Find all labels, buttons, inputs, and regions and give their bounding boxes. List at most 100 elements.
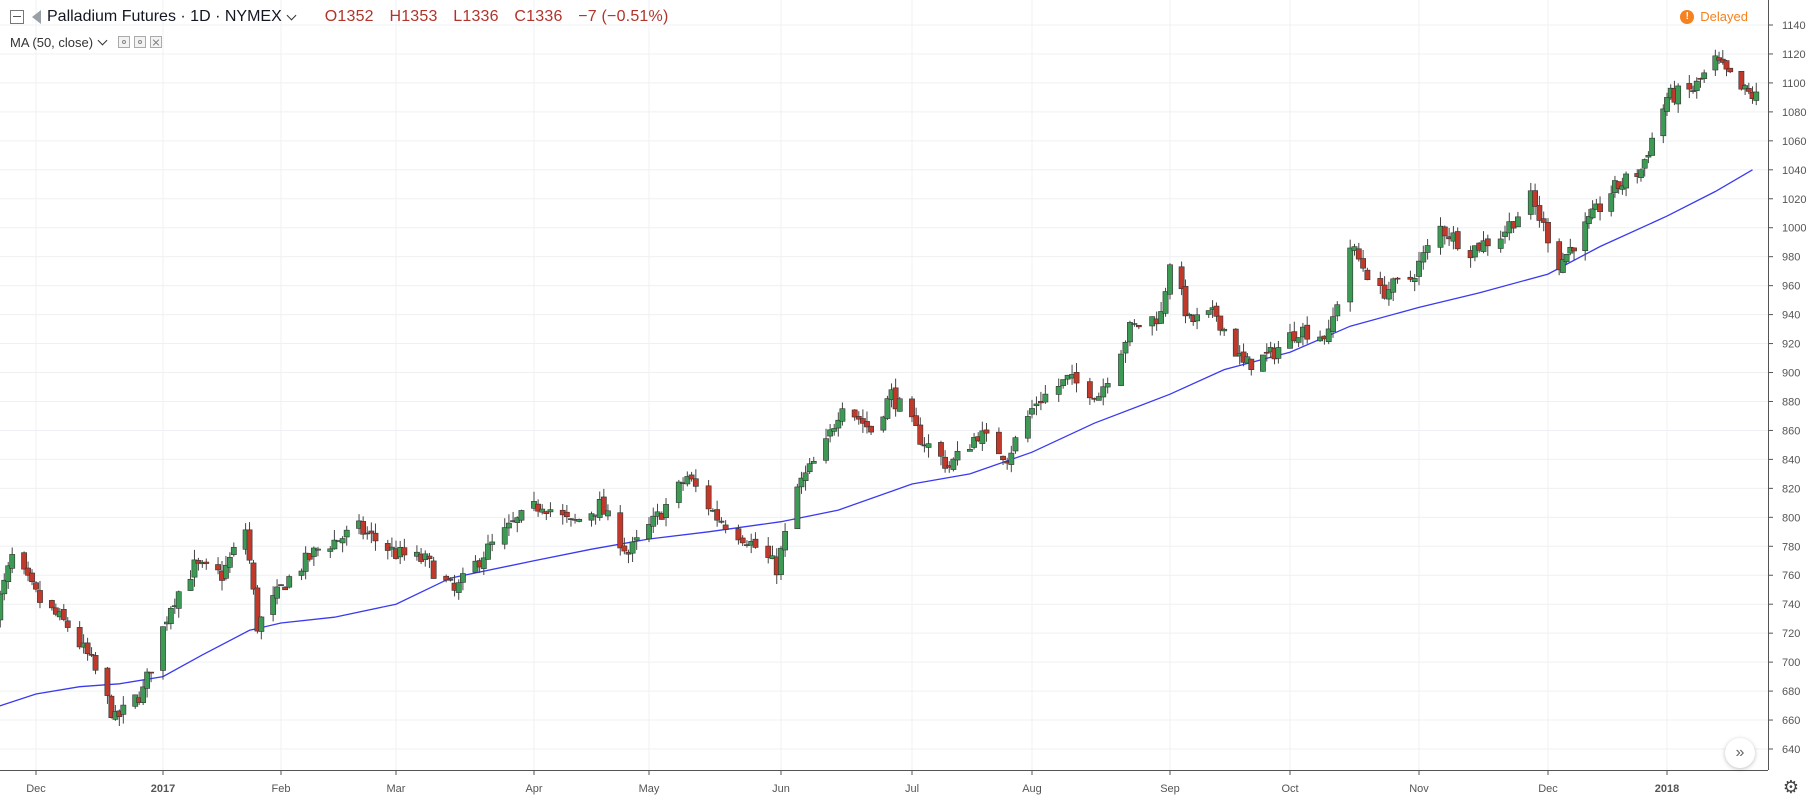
candle [1000, 455, 1006, 465]
candle [1127, 320, 1133, 347]
y-tick-label: 720 [1782, 628, 1800, 640]
delayed-status[interactable]: ! Delayed [1680, 9, 1748, 24]
candle [302, 546, 309, 580]
y-tick-label: 980 [1782, 252, 1800, 264]
candle [650, 507, 657, 533]
candle [1325, 319, 1332, 345]
y-tick-label: 940 [1782, 310, 1800, 322]
gear-icon[interactable]: ⚙ [1782, 776, 1800, 797]
open-value: O1352 [324, 8, 374, 25]
candle [1390, 277, 1397, 301]
chevron-down-icon[interactable] [97, 35, 108, 45]
candle [25, 561, 31, 582]
candle [489, 533, 496, 552]
y-tick-label: 1040 [1782, 165, 1806, 177]
y-tick-label: 680 [1782, 686, 1800, 698]
candle [1275, 340, 1282, 364]
chevron-down-icon[interactable] [286, 10, 297, 20]
candle [64, 617, 71, 632]
candle [617, 505, 624, 556]
candle [1675, 83, 1682, 113]
candle [1095, 392, 1102, 401]
candle [270, 586, 277, 622]
flag-icon[interactable] [32, 10, 41, 24]
collapse-icon[interactable] [10, 10, 24, 24]
candle [1263, 343, 1270, 362]
candle [167, 606, 174, 630]
y-tick-label: 740 [1782, 599, 1800, 611]
x-tick-label: 2017 [151, 783, 175, 795]
candle [286, 574, 293, 589]
candle [1295, 337, 1302, 347]
candle [250, 559, 257, 595]
candle [859, 409, 866, 433]
candle [1, 573, 8, 601]
candle [954, 441, 961, 466]
candle [327, 546, 334, 559]
candle [388, 537, 395, 558]
candle [1641, 158, 1648, 177]
symbol-title[interactable]: Palladium Futures · 1D · NYMEX [47, 8, 282, 25]
candle [191, 549, 198, 587]
candle [372, 523, 379, 551]
candle [48, 599, 55, 611]
eye-icon[interactable] [118, 36, 131, 48]
indicator-label[interactable]: MA (50, close) [10, 34, 94, 50]
candle [223, 555, 229, 581]
candle [310, 546, 317, 566]
candle [827, 424, 834, 443]
candle [443, 574, 450, 583]
candle [925, 434, 932, 458]
settings-icon[interactable] [134, 36, 147, 48]
candle [1649, 132, 1656, 156]
candle [160, 626, 166, 680]
candle [752, 532, 759, 549]
candle [364, 526, 371, 540]
candle [543, 510, 550, 521]
candle [909, 396, 915, 423]
x-tick-label: 2018 [1655, 783, 1679, 795]
x-tick-label: Feb [272, 783, 291, 795]
y-tick-label: 1140 [1782, 20, 1806, 32]
candle [663, 498, 669, 527]
candle [722, 520, 729, 534]
x-tick-label: Jul [905, 783, 919, 795]
x-tick-label: Oct [1281, 783, 1298, 795]
candle [1441, 225, 1448, 245]
candle [782, 523, 788, 557]
candle [1738, 70, 1745, 91]
candle [1364, 267, 1371, 281]
scroll-right-icon[interactable]: » [1725, 738, 1755, 768]
candle [1472, 245, 1478, 262]
close-icon[interactable] [150, 36, 163, 48]
y-tick-label: 960 [1782, 281, 1800, 293]
candle [246, 522, 253, 564]
candle [1355, 242, 1362, 262]
candle [21, 551, 27, 575]
y-tick-label: 820 [1782, 483, 1800, 495]
candle [1100, 378, 1107, 406]
candle [1012, 435, 1019, 454]
candle [401, 538, 408, 561]
candle [1559, 252, 1566, 274]
candle [1167, 263, 1173, 300]
candle [1586, 208, 1592, 229]
y-tick-label: 1020 [1782, 194, 1806, 206]
candle [1693, 77, 1700, 99]
candle [33, 581, 39, 593]
candle [938, 440, 944, 466]
candle [88, 647, 95, 658]
candle [831, 423, 838, 436]
candle [1690, 85, 1696, 94]
candle [1158, 301, 1164, 324]
candle [1701, 69, 1708, 83]
ma-series [0, 169, 1753, 707]
candle [1454, 227, 1461, 251]
candle [187, 570, 194, 591]
candles [0, 49, 1760, 726]
candle [1416, 251, 1422, 286]
candle [1571, 247, 1577, 261]
candle [1545, 218, 1551, 253]
candle [1086, 377, 1093, 405]
